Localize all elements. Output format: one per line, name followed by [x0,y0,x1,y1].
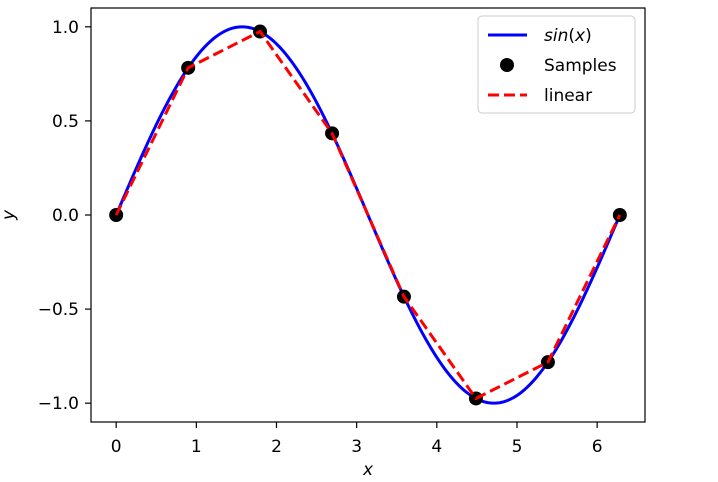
legend-label-samples: Samples [544,56,617,76]
x-tick-label: 0 [111,437,122,457]
y-tick-label: 0.5 [52,112,79,132]
x-tick-label: 3 [351,437,362,457]
legend-swatch-samples [500,58,514,72]
x-tick-label: 2 [271,437,282,457]
x-tick-label: 1 [191,437,202,457]
series-layer [109,24,627,406]
x-tick-label: 6 [592,437,603,457]
y-axis: 1.0 0.5 0.0 −0.5 −1.0 [38,18,91,414]
y-tick-label: −1.0 [38,394,79,414]
y-axis-label: y [0,209,19,221]
y-tick-label: 1.0 [52,18,79,38]
legend-label-sin: sin(x) [544,26,592,46]
y-tick-label: 0.0 [52,206,79,226]
y-tick-label: −0.5 [38,300,79,320]
legend-box [477,15,636,114]
x-axis-label: x [362,460,374,480]
legend: sin(x) Samples linear [477,15,636,114]
series-linear-line [114,29,622,401]
x-tick-label: 5 [512,437,523,457]
legend-label-linear: linear [544,86,592,106]
x-axis: 0 1 2 3 4 5 6 [111,422,603,457]
x-tick-label: 4 [431,437,442,457]
